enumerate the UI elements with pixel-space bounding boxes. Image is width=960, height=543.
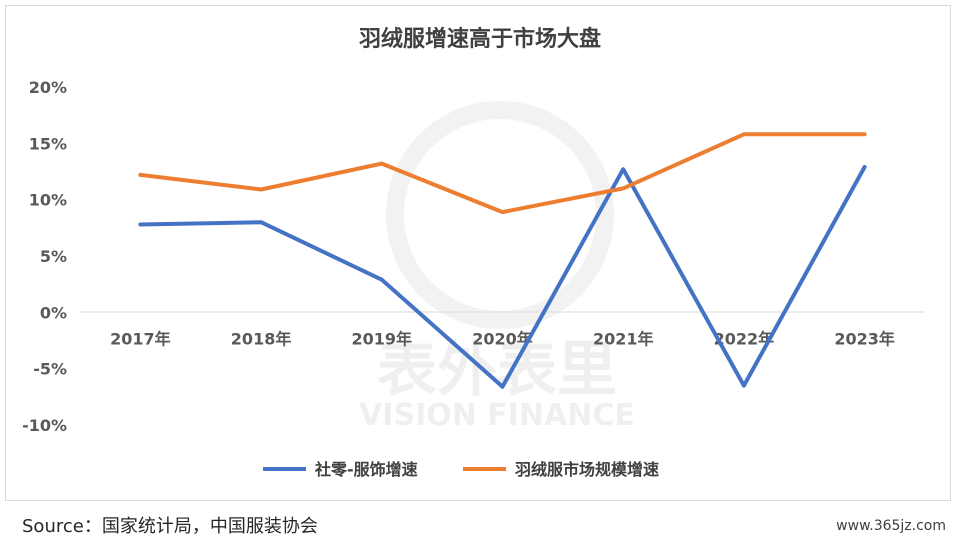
chart-frame [5,5,951,501]
y-tick-label: -5% [33,360,67,379]
series-line-2 [138,132,867,215]
y-tick-label: 0% [40,303,67,322]
legend-label-series-1: 社零-服饰增速 [314,460,418,479]
watermark-cn: 表外表里 [377,335,617,405]
chart-title: 羽绒服增速高于市场大盘 [359,26,601,52]
series-line-1 [138,165,867,389]
watermark-en: VISION FINANCE [359,398,635,433]
y-axis: 20% 15% 10% 5% 0% -5% -10% [22,78,67,435]
y-tick-label: 5% [40,247,67,266]
site-credit: www.365jz.com [836,518,946,534]
x-axis: 2017年 2018年 2019年 2020年 2021年 2022年 2023年 [110,329,895,348]
x-tick-label: 2017年 [110,329,171,348]
series-lines [138,132,867,389]
x-tick-label: 2018年 [231,329,292,348]
x-tick-label: 2019年 [352,329,413,348]
watermark: 表外表里 VISION FINANCE [359,101,635,433]
y-tick-label: 20% [29,78,67,97]
y-tick-label: -10% [22,416,67,435]
x-tick-label: 2022年 [714,329,775,348]
legend-label-series-2: 羽绒服市场规模增速 [515,460,659,479]
x-tick-label: 2021年 [593,329,654,348]
y-tick-label: 15% [29,134,67,153]
legend: 社零-服饰增速 羽绒服市场规模增速 [263,460,659,479]
x-tick-label: 2023年 [834,329,895,348]
x-tick-label: 2020年 [472,329,533,348]
source-note: Source：国家统计局，中国服装协会 [22,516,318,537]
y-tick-label: 10% [29,191,67,210]
